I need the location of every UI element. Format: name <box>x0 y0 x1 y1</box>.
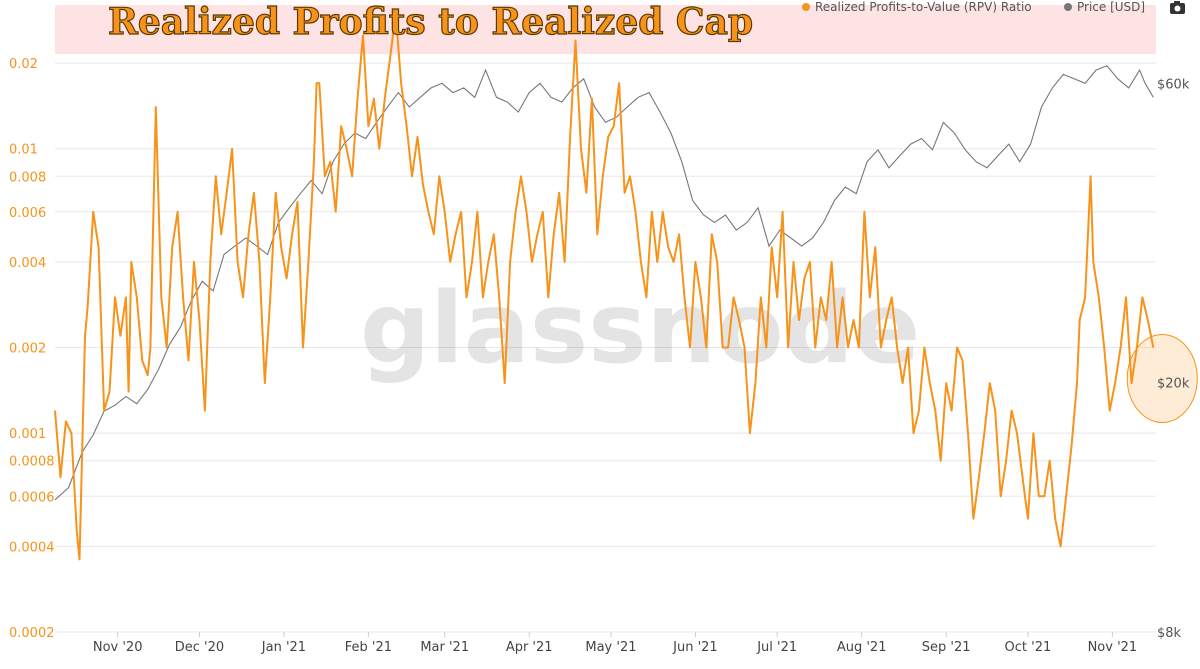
x-tick-label: Oct '21 <box>1005 640 1052 655</box>
legend-label-rpv: Realized Profits-to-Value (RPV) Ratio <box>815 0 1032 14</box>
y-left-tick-label: 0.0004 <box>9 540 55 555</box>
legend-label-price: Price [USD] <box>1077 0 1145 14</box>
x-tick-label: Mar '21 <box>420 640 469 655</box>
x-tick-label: May '21 <box>585 640 636 655</box>
x-tick-label: Feb '21 <box>345 640 392 655</box>
y-axis-left: 0.02 0.01 0.008 0.006 0.004 0.002 0.001 0.0008 0… <box>9 57 55 641</box>
camera-icon[interactable] <box>1170 1 1185 14</box>
y-left-tick-label: 0.008 <box>9 170 46 185</box>
legend-dot-rpv <box>802 3 810 11</box>
watermark-text: glassnode <box>360 272 920 386</box>
legend: Realized Profits-to-Value (RPV) Ratio Pr… <box>802 0 1145 14</box>
y-left-tick-label: 0.002 <box>9 342 46 357</box>
price-highlight-circle <box>1126 333 1198 423</box>
legend-dot-price <box>1064 3 1072 11</box>
x-tick-label: Nov '20 <box>93 640 143 655</box>
y-left-tick-label: 0.004 <box>9 256 46 271</box>
gridlines <box>55 62 1156 633</box>
chart-title: Realized Profits to Realized Cap <box>108 1 753 43</box>
y-left-tick-label: 0.006 <box>9 206 46 221</box>
y-left-tick-label: 0.0006 <box>9 490 55 505</box>
x-axis: Nov '20 Dec '20 Jan '21 Feb '21 Mar '21 Apr '… <box>93 632 1137 655</box>
x-tick-label: Apr '21 <box>506 640 553 655</box>
y-left-tick-label: 0.01 <box>9 143 38 158</box>
y-left-tick-label: 0.0002 <box>9 626 55 641</box>
y-left-tick-label: 0.0008 <box>9 455 55 470</box>
y-right-tick-label: $20k <box>1157 376 1190 391</box>
x-tick-label: Dec '20 <box>175 640 224 655</box>
x-tick-label: Jul '21 <box>756 640 797 655</box>
y-right-tick-label: $60k <box>1157 77 1190 92</box>
x-tick-label: Aug '21 <box>837 640 887 655</box>
rpv-series-line <box>54 12 1155 561</box>
y-right-tick-label: $8k <box>1157 626 1182 641</box>
x-tick-label: Jun '21 <box>672 640 718 655</box>
x-tick-label: Jan '21 <box>261 640 306 655</box>
price-series-line <box>54 65 1154 501</box>
y-left-tick-label: 0.001 <box>9 427 46 442</box>
overheated-zone-band <box>55 5 1156 55</box>
x-tick-label: Sep '21 <box>922 640 971 655</box>
x-tick-label: Nov '21 <box>1088 640 1138 655</box>
y-left-tick-label: 0.02 <box>9 57 38 72</box>
y-axis-right: $60k $20k $8k <box>1157 77 1190 641</box>
